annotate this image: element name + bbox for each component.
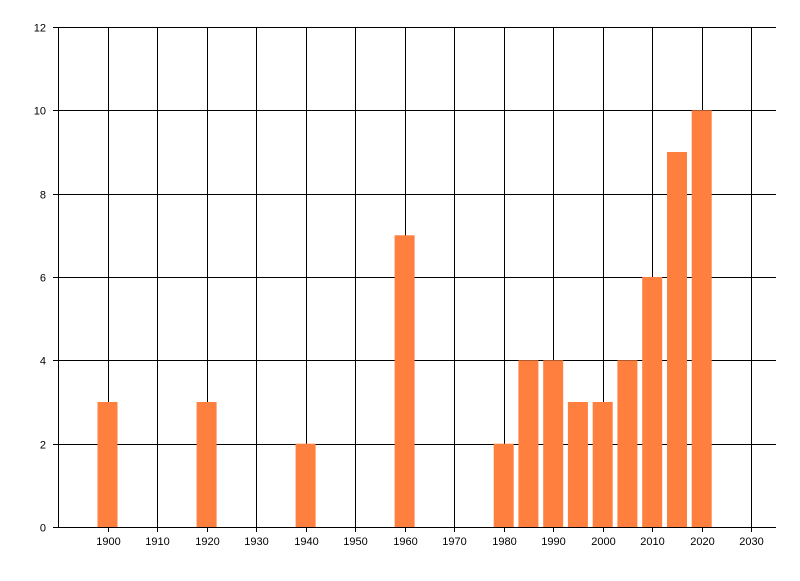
bar — [617, 360, 638, 527]
y-tick-label: 8 — [40, 190, 46, 202]
bar — [493, 443, 514, 527]
x-tick-label: 1980 — [492, 536, 516, 548]
bars — [97, 110, 712, 528]
x-tick-label: 1930 — [244, 536, 268, 548]
bar — [667, 152, 687, 527]
x-tick-label: 1940 — [294, 536, 318, 548]
x-tick-label: 1910 — [145, 536, 169, 548]
x-tick-label: 1990 — [541, 536, 565, 548]
axes — [53, 27, 776, 532]
bar — [196, 402, 217, 527]
y-tick-label: 12 — [34, 23, 46, 35]
bar — [543, 360, 564, 527]
bar — [592, 402, 613, 527]
x-tick-label: 1960 — [393, 536, 417, 548]
y-tick-labels: 0 2 4 6 8 10 12 — [34, 23, 46, 535]
x-tick-label: 1970 — [442, 536, 466, 548]
bar — [394, 235, 415, 528]
x-tick-label: 2000 — [591, 536, 615, 548]
bar — [518, 360, 539, 527]
bar — [691, 110, 712, 528]
x-tick-label: 2010 — [640, 536, 664, 548]
x-tick-label: 1900 — [96, 536, 120, 548]
x-tick-labels: 1900 1910 1920 1930 1940 1950 1960 1970 1980 1990… — [96, 536, 763, 548]
y-tick-label: 10 — [34, 106, 46, 118]
y-tick-label: 2 — [40, 440, 46, 452]
y-tick-label: 0 — [40, 523, 46, 535]
y-tick-label: 6 — [40, 273, 46, 285]
bar — [642, 277, 663, 527]
x-tick-label: 2030 — [739, 536, 763, 548]
bar — [97, 402, 118, 527]
bar — [567, 402, 588, 527]
x-tick-label: 1950 — [343, 536, 367, 548]
y-tick-label: 4 — [40, 356, 46, 368]
bar — [295, 443, 316, 527]
x-tick-label: 2020 — [690, 536, 714, 548]
x-tick-label: 1920 — [195, 536, 219, 548]
